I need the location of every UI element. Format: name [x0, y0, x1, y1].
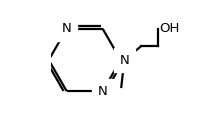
- Text: OH: OH: [159, 22, 179, 35]
- Text: N: N: [98, 85, 108, 98]
- Text: N: N: [119, 54, 129, 66]
- Text: N: N: [62, 22, 72, 35]
